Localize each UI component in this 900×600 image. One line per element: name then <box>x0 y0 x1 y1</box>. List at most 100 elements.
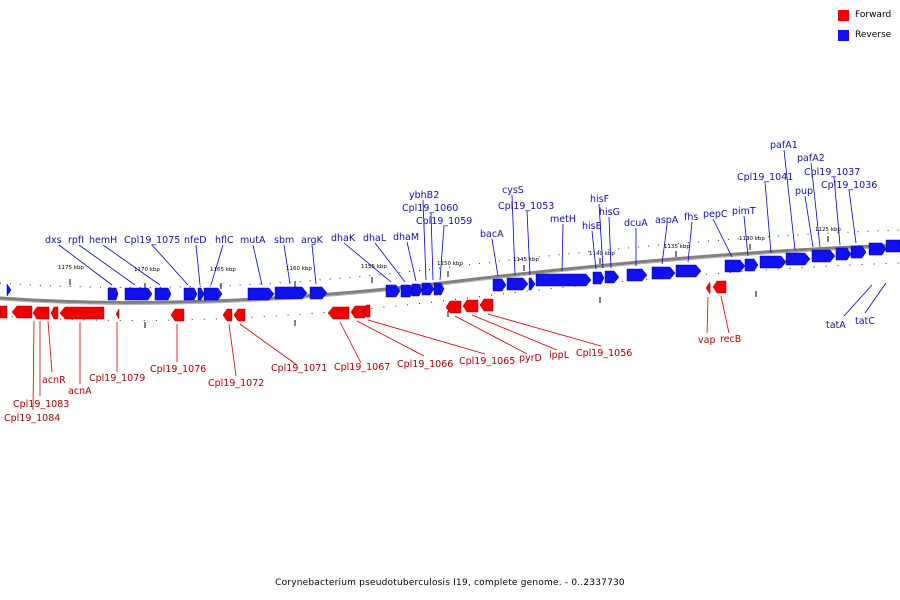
reverse-gene-arrow[interactable] <box>506 277 529 291</box>
legend-reverse[interactable]: Reverse <box>838 29 891 41</box>
legend: Forward Reverse <box>838 9 891 49</box>
forward-gene-arrow[interactable] <box>0 305 8 319</box>
reverse-gene-arrow[interactable] <box>850 245 867 259</box>
forward-gene-arrow[interactable] <box>362 304 371 318</box>
reverse-gene-arrow[interactable] <box>309 286 328 300</box>
forward-gene-arrow[interactable] <box>115 308 120 320</box>
gene-label-dcuA: dcuA <box>624 218 648 229</box>
gene-label-cpl19-1037: Cpl19_1037 <box>804 167 860 178</box>
gene-label-cpl19-1075: Cpl19_1075 <box>124 235 180 246</box>
forward-gene-arrow[interactable] <box>233 308 246 322</box>
reverse-gene-arrow[interactable] <box>247 287 275 301</box>
reverse-gene-arrow[interactable] <box>183 287 198 301</box>
reverse-gene-arrow[interactable] <box>626 268 648 282</box>
reverse-gene-arrow[interactable] <box>811 249 836 263</box>
forward-gene-arrow[interactable] <box>462 299 479 313</box>
ruler-labels: 1175 kbp 1170 kbp 1165 kbp 1160 kbp 1155… <box>58 227 841 273</box>
reverse-gene-labels: dxs rpfI hemH Cpl19_1075 nfeD hflC mutA … <box>45 140 877 331</box>
gene-label-hflC: hflC <box>215 235 234 246</box>
reverse-gene-arrow[interactable] <box>154 287 172 301</box>
gene-label-cpl19-1083: Cpl19_1083 <box>13 399 69 410</box>
reverse-gene-arrow[interactable] <box>604 270 620 284</box>
gene-label-tatA: tatA <box>826 320 846 331</box>
forward-gene-arrow[interactable] <box>222 308 233 322</box>
ruler-track-upper <box>0 229 900 288</box>
ruler-label: 1170 kbp <box>134 267 160 273</box>
reverse-gene-arrow[interactable] <box>274 286 308 300</box>
gene-label-cpl19-1072: Cpl19_1072 <box>208 378 264 389</box>
reverse-gene-arrow[interactable] <box>592 271 605 285</box>
reverse-gene-arrow[interactable] <box>885 239 900 253</box>
reverse-gene-arrow[interactable] <box>785 252 811 266</box>
gene-label-acnA: acnA <box>68 386 92 397</box>
reverse-gene-arrow[interactable] <box>528 277 536 291</box>
reverse-gene-arrow[interactable] <box>675 264 702 278</box>
reverse-gene-arrow[interactable] <box>651 266 676 280</box>
gene-label-pup: pup <box>795 186 813 197</box>
gene-label-hisF: hisF <box>590 194 609 205</box>
gene-label-pafA1: pafA1 <box>770 140 798 151</box>
gene-label-cpl19-1066: Cpl19_1066 <box>397 359 453 370</box>
reverse-gene-arrow[interactable] <box>438 282 445 296</box>
reverse-gene-arrow[interactable] <box>197 287 205 301</box>
reverse-gene-arrow[interactable] <box>759 255 787 269</box>
reverse-gene-arrow[interactable] <box>124 287 153 301</box>
gene-label-cpl19-1060: Cpl19_1060 <box>402 203 458 214</box>
forward-gene-arrow[interactable] <box>445 300 462 314</box>
reverse-gene-arrow[interactable] <box>421 282 435 296</box>
gene-label-cpl19-1036: Cpl19_1036 <box>821 180 877 191</box>
forward-gene-labels: acnR acnA Cpl19_1079 Cpl19_1083 Cpl19_10… <box>4 334 741 424</box>
gene-label-argK: argK <box>301 235 324 246</box>
gene-label-nfeD: nfeD <box>184 235 207 246</box>
gene-label-cpl19-1084: Cpl19_1084 <box>4 413 60 424</box>
gene-label-rpfI: rpfI <box>68 235 84 246</box>
reverse-gene-arrow[interactable] <box>107 287 119 301</box>
gene-label-tatC: tatC <box>855 316 875 327</box>
gene-label-cpl19-1067: Cpl19_1067 <box>334 362 390 373</box>
ruler-label: 1155 kbp <box>361 264 387 270</box>
reverse-gene-arrow[interactable] <box>835 247 852 261</box>
gene-label-cpl19-1065: Cpl19_1065 <box>459 356 515 367</box>
forward-gene-arrow[interactable] <box>705 281 711 295</box>
reverse-gene-arrow[interactable] <box>492 278 507 292</box>
legend-forward[interactable]: Forward <box>838 9 891 21</box>
forward-gene-arrow[interactable] <box>11 305 33 319</box>
gene-label-lppL: lppL <box>549 350 570 361</box>
forward-gene-arrow[interactable] <box>479 298 494 312</box>
reverse-gene-arrow[interactable] <box>203 287 223 301</box>
reverse-gene-arrow[interactable] <box>868 242 887 256</box>
ruler-label: 1135 kbp <box>664 244 690 250</box>
forward-gene-arrow[interactable] <box>712 280 727 294</box>
forward-gene-arrow[interactable] <box>50 306 59 320</box>
gene-label-pyrD: pyrD <box>519 353 542 364</box>
gene-label-cpl19-1053: Cpl19_1053 <box>498 201 554 212</box>
forward-gene-arrow[interactable] <box>32 306 50 320</box>
reverse-gene-arrow[interactable] <box>724 259 746 273</box>
legend-reverse-label: Reverse <box>855 30 892 40</box>
reverse-gene-arrow[interactable] <box>411 283 423 297</box>
reverse-gene-arrow[interactable] <box>744 258 759 272</box>
gene-label-pimT: pimT <box>732 206 756 217</box>
gene-label-dhaL: dhaL <box>363 233 387 244</box>
reverse-gene-arrow[interactable] <box>6 283 12 297</box>
gene-label-metH: metH <box>550 214 576 225</box>
gene-label-acnR: acnR <box>42 375 66 386</box>
forward-gene-track <box>0 280 727 322</box>
ruler-label: 1160 kbp <box>286 266 312 272</box>
forward-gene-arrow[interactable] <box>170 308 185 322</box>
reverse-gene-arrow[interactable] <box>385 284 401 298</box>
gene-label-cysS: cysS <box>502 185 524 196</box>
gene-label-dxs: dxs <box>45 235 62 246</box>
reverse-leader-lines <box>58 149 887 317</box>
forward-gene-arrow[interactable] <box>59 306 105 320</box>
forward-leader-lines <box>32 295 730 411</box>
gene-label-bacA: bacA <box>480 229 504 240</box>
forward-gene-arrow[interactable] <box>350 305 366 319</box>
forward-swatch <box>838 9 849 21</box>
forward-gene-arrow[interactable] <box>327 306 350 320</box>
ruler-label: 1165 kbp <box>210 267 236 273</box>
reverse-gene-arrow[interactable] <box>535 273 592 287</box>
gene-label-pafA2: pafA2 <box>797 153 825 164</box>
gene-label-hemH: hemH <box>89 235 117 246</box>
ruler-ticks <box>69 236 829 328</box>
